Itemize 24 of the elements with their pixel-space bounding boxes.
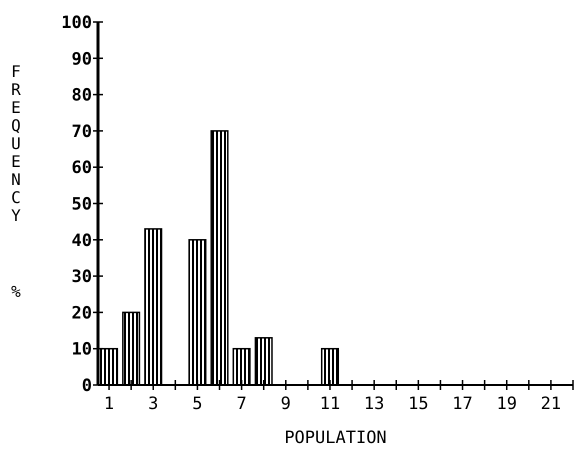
y-tick-label: 20 <box>72 303 92 324</box>
y-tick-label: 50 <box>72 194 92 214</box>
x-tick-label: 1 <box>104 394 114 414</box>
x-tick-label: 5 <box>192 394 203 414</box>
y-tick-label: 40 <box>72 230 92 251</box>
y-tick-label: 90 <box>72 49 92 70</box>
x-tick-label: 13 <box>364 394 384 414</box>
x-axis-title: POPULATION <box>284 428 387 448</box>
x-tick-label: 19 <box>496 394 517 414</box>
y-tick-label: 0 <box>82 376 92 396</box>
y-tick-label: 80 <box>72 86 92 106</box>
x-tick-label: 3 <box>148 394 158 414</box>
x-tick-label: 15 <box>408 394 429 414</box>
x-tick-label: 21 <box>540 394 562 414</box>
x-tick-label: 11 <box>320 394 340 414</box>
y-tick-label: 30 <box>72 267 92 288</box>
y-axis-title: FREQUENCY % <box>6 62 26 300</box>
y-tick-label: 100 <box>61 12 92 33</box>
y-tick-label: 70 <box>72 122 92 142</box>
x-tick-label: 7 <box>236 394 247 414</box>
x-tick-label: 17 <box>452 394 473 414</box>
x-tick-label: 9 <box>280 394 291 414</box>
y-tick-label: 10 <box>72 340 92 360</box>
y-tick-label: 60 <box>72 158 92 178</box>
